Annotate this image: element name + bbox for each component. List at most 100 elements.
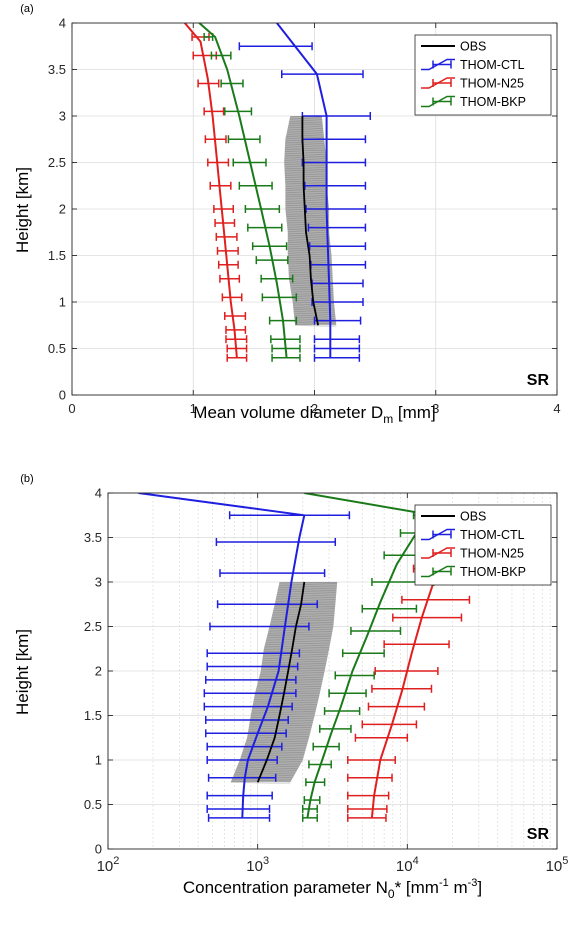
obs-range-stroke (262, 660, 327, 663)
y-tick-label: 1 (59, 295, 66, 310)
obs-range-stroke (285, 205, 329, 208)
obs-range-stroke (279, 582, 338, 585)
obs-range-stroke (284, 159, 327, 162)
obs-range-stroke (293, 310, 335, 313)
obs-range-stroke (285, 204, 329, 207)
obs-range-stroke (262, 657, 328, 660)
obs-range-stroke (273, 611, 335, 614)
obs-range-stroke (284, 166, 327, 169)
obs-range-stroke (273, 609, 335, 612)
obs-range-stroke (234, 773, 296, 776)
obs-range-stroke (287, 129, 324, 132)
obs-range-stroke (294, 321, 336, 324)
obs-range-stroke (287, 235, 330, 238)
y-tick-label: 3 (95, 575, 102, 590)
obs-range-stroke (278, 587, 337, 590)
panel-a: 0 0.5 1 1.5 2 2.5 3 3.5 4 0 1 2 3 4 Mean volume diamet… (13, 3, 561, 426)
y-tick-label: 3 (59, 109, 66, 124)
obs-range-stroke (276, 593, 337, 596)
x-tick-label: 102 (97, 855, 120, 875)
tick-marks (71, 22, 558, 396)
obs-range-stroke (245, 742, 308, 745)
obs-range-stroke (285, 140, 325, 143)
annotation-sr: SR (527, 372, 550, 389)
obs-range-stroke (262, 659, 327, 662)
obs-range-stroke (245, 741, 308, 744)
obs-range-stroke (285, 179, 327, 182)
obs-range-stroke (286, 220, 330, 223)
line-obs (256, 581, 306, 783)
line-thom-ctl (276, 23, 332, 358)
obs-range-stroke (253, 700, 319, 703)
x-axis-label: Concentration parameter N0* [mm-1 m-3] (183, 877, 482, 901)
obs-range-stroke (293, 313, 336, 316)
y-tick-label: 3.5 (48, 62, 66, 77)
obs-range-stroke (288, 124, 323, 127)
x-tick-label: 1 (190, 401, 197, 416)
obs-range-stroke (284, 174, 327, 177)
obs-range-stroke (275, 600, 336, 603)
obs-range-stroke (285, 144, 325, 147)
obs-range-stroke (271, 618, 335, 621)
obs-range-stroke (285, 187, 327, 190)
panel-label: (a) (20, 3, 33, 15)
obs-range-stroke (286, 135, 324, 138)
obs-range-stroke (277, 591, 337, 594)
obs-range-stroke (272, 614, 335, 617)
series-thom-bkp (198, 23, 301, 362)
obs-range-stroke (284, 157, 327, 160)
obs-range-stroke (285, 209, 330, 212)
y-tick-label: 4 (59, 16, 66, 31)
legend-entry-thom-n25: THOM-N25 (460, 547, 524, 561)
obs-range-stroke (251, 712, 316, 715)
legend-entry-obs: OBS (460, 40, 486, 54)
obs-range-stroke (270, 620, 334, 623)
obs-range-stroke (231, 780, 292, 783)
obs-range-stroke (286, 215, 330, 218)
obs-range-stroke (270, 621, 334, 624)
obs-range-stroke (233, 774, 295, 777)
annotation-sr: SR (527, 826, 550, 843)
obs-range-stroke (259, 676, 324, 679)
plot-content (184, 23, 372, 362)
obs-range-stroke (284, 168, 327, 171)
obs-range-stroke (277, 589, 337, 592)
obs-range-stroke (285, 211, 330, 214)
obs-range-stroke (287, 239, 330, 242)
obs-range-stroke (267, 632, 333, 635)
obs-range-stroke (285, 198, 329, 201)
obs-range-stroke (290, 116, 322, 119)
obs-range-stroke (284, 165, 327, 168)
obs-range-stroke (251, 709, 317, 712)
obs-range-stroke (254, 694, 320, 697)
obs-range-stroke (286, 133, 324, 136)
obs-range-stroke (254, 696, 319, 699)
obs-range-stroke (287, 127, 324, 130)
obs-range-stroke (266, 636, 332, 639)
obs-range-stroke (265, 643, 331, 646)
obs-range-stroke (252, 703, 318, 706)
obs-range-stroke (285, 202, 329, 205)
obs-range-stroke (284, 155, 326, 158)
x-axis-label: Mean volume diameter Dm [mm] (193, 403, 435, 426)
obs-range-stroke (260, 671, 325, 674)
panel-label: (b) (20, 473, 33, 485)
obs-range-stroke (289, 120, 323, 123)
obs-range-stroke (286, 131, 324, 134)
x-tick-label: 103 (246, 855, 269, 875)
y-tick-label: 2.5 (84, 619, 102, 634)
y-tick-label: 0.5 (48, 341, 66, 356)
y-tick-label: 0 (95, 842, 102, 857)
obs-range-stroke (266, 637, 332, 640)
obs-range-stroke (263, 648, 330, 651)
legend-entry-thom-bkp: THOM-BKP (460, 565, 526, 579)
y-tick-label: 2.5 (48, 155, 66, 170)
line-obs (301, 116, 319, 326)
obs-range-stroke (284, 152, 326, 155)
line-thom-ctl (138, 493, 306, 818)
y-tick-label: 2 (59, 202, 66, 217)
obs-range-stroke (285, 142, 325, 145)
obs-range-stroke (263, 650, 329, 653)
obs-range-stroke (293, 311, 336, 314)
obs-range-stroke (249, 721, 314, 724)
